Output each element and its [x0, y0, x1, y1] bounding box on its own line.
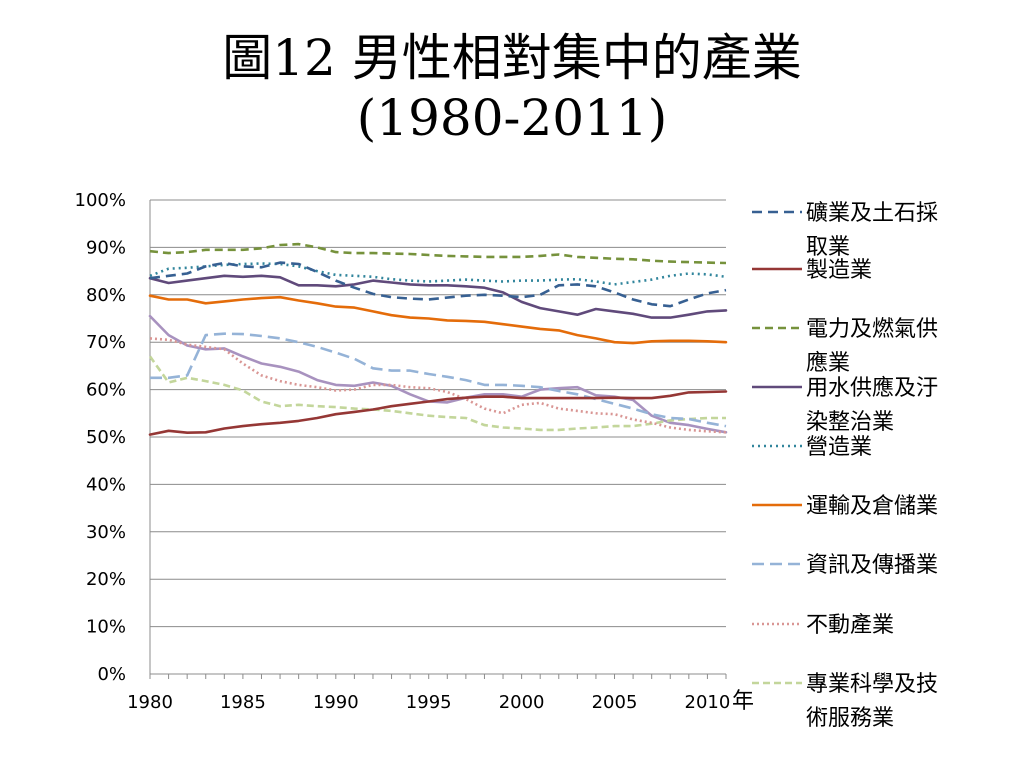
legend-label: 不動產業 — [806, 613, 894, 638]
x-tick-label: 2000 — [499, 692, 545, 713]
legend-label: 電力及燃氣供 — [806, 317, 938, 342]
x-tick-label: 1985 — [220, 692, 266, 713]
y-tick-label: 60% — [86, 380, 126, 401]
y-tick-label: 90% — [86, 237, 126, 258]
legend-label: 製造業 — [806, 258, 872, 283]
x-tick-label: 1995 — [406, 692, 452, 713]
series-line-4 — [148, 274, 728, 319]
legend-label: 應業 — [806, 350, 850, 376]
legend-label: 取業 — [806, 235, 850, 260]
x-tick-label: 1990 — [313, 692, 359, 713]
y-tick-label: 80% — [86, 285, 126, 306]
x-tick-label: 1980 — [127, 692, 173, 713]
series-line-5 — [149, 262, 727, 286]
y-tick-label: 40% — [86, 474, 126, 495]
y-tick-label: 100% — [75, 190, 126, 211]
series-line-7 — [150, 332, 727, 428]
y-tick-label: 50% — [86, 427, 126, 448]
legend-item: 資訊及傳播業 — [752, 553, 938, 578]
legend-item: 不動產業 — [752, 613, 894, 638]
y-tick-label: 30% — [86, 522, 126, 543]
series-line-9 — [148, 355, 726, 432]
legend-item: 運輸及倉儲業 — [752, 494, 938, 519]
series-line-3 — [149, 242, 727, 265]
legend: 礦業及土石採取業製造業電力及燃氣供應業用水供應及汙染整治業營造業運輸及倉儲業資訊… — [752, 201, 938, 731]
axes: 0% 10% 20% 30% 40% 50% 60% 70% 80% 90% 100% 1980 198… — [75, 190, 754, 714]
title-line-1: 圖12 男性相對集中的產業 — [222, 29, 802, 87]
x-axis-unit-label: 年 — [732, 689, 754, 714]
y-tick-label: 10% — [86, 617, 126, 638]
y-tick-label: 20% — [86, 569, 126, 590]
legend-label: 用水供應及汙 — [806, 375, 938, 401]
legend-label: 運輸及倉儲業 — [806, 494, 938, 519]
legend-label: 術服務業 — [806, 706, 894, 731]
legend-label: 專業科學及技 — [806, 672, 938, 697]
slide-title: 圖12 男性相對集中的產業 (1980-2011) — [0, 28, 1024, 148]
series-line-6 — [148, 294, 728, 345]
legend-item: 製造業 — [752, 258, 872, 283]
legend-label: 染整治業 — [806, 410, 894, 435]
x-tick-label: 2005 — [592, 692, 638, 713]
series-line-1 — [149, 261, 727, 308]
y-tick-label: 0% — [97, 664, 126, 685]
x-tick-label: 2010 — [685, 692, 731, 713]
legend-label: 礦業及土石採 — [806, 201, 938, 226]
title-line-2: (1980-2011) — [356, 89, 668, 147]
legend-label: 營造業 — [806, 435, 872, 460]
y-tick-label: 70% — [86, 332, 126, 353]
series-line-10 — [148, 314, 728, 434]
legend-item: 營造業 — [752, 435, 872, 460]
series-lines — [148, 242, 728, 436]
legend-label: 資訊及傳播業 — [806, 553, 938, 578]
series-line-2 — [148, 390, 728, 436]
